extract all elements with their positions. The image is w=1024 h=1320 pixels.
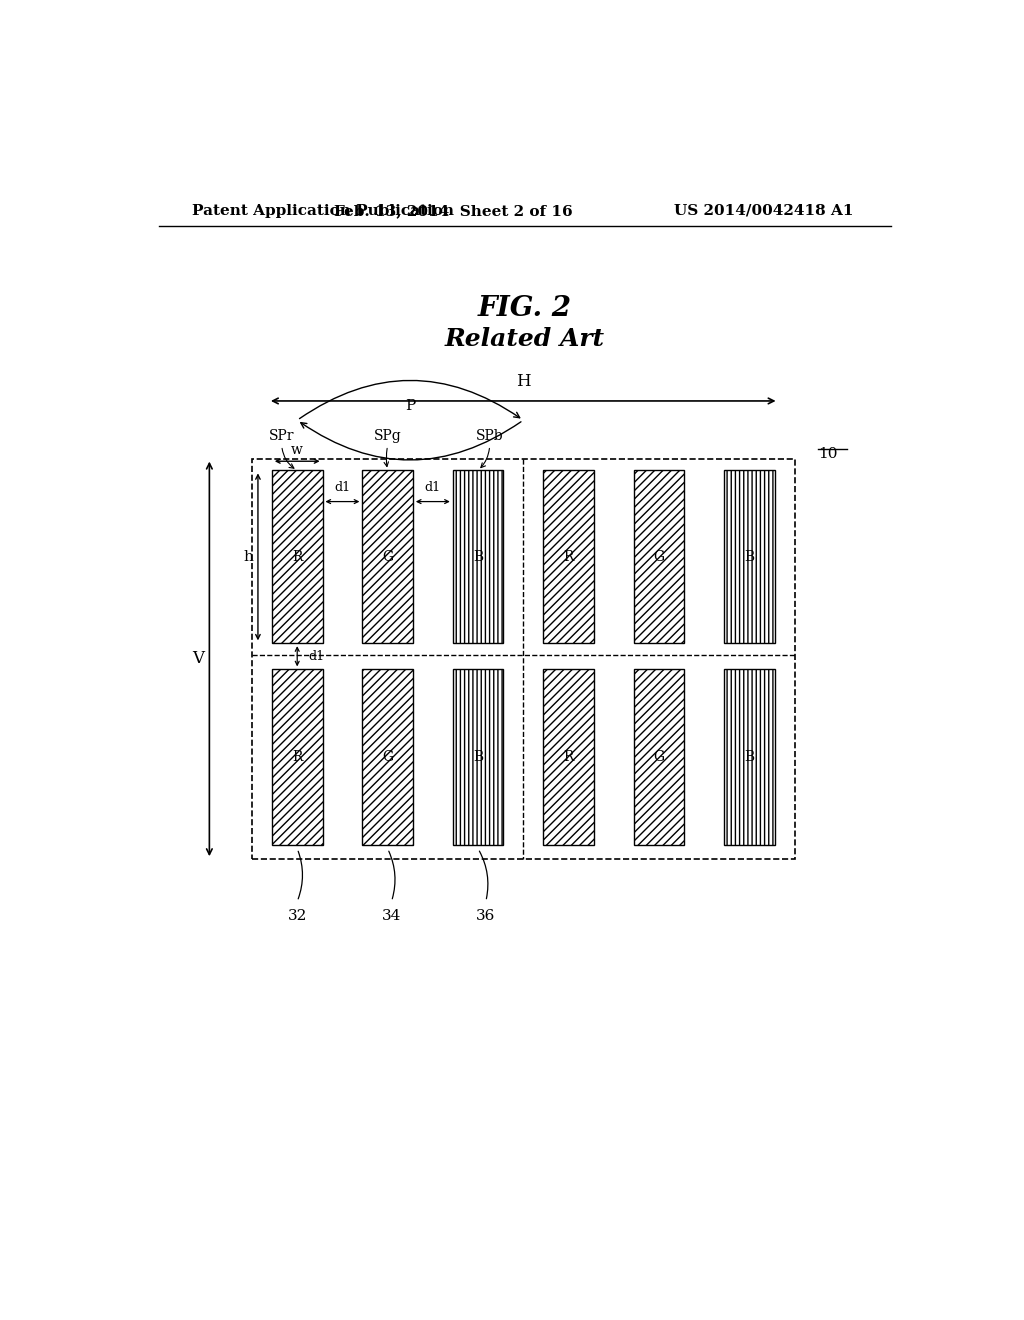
Text: V: V	[191, 651, 204, 668]
Text: FIG. 2: FIG. 2	[478, 296, 571, 322]
Text: H: H	[516, 374, 530, 391]
Bar	[634, 669, 684, 845]
Text: SPb: SPb	[476, 429, 504, 444]
Text: d1: d1	[335, 480, 350, 494]
Text: B: B	[744, 550, 755, 564]
Text: US 2014/0042418 A1: US 2014/0042418 A1	[674, 203, 853, 218]
Text: w: w	[291, 444, 303, 458]
Text: 32: 32	[288, 909, 307, 923]
Text: 10: 10	[818, 447, 838, 461]
Text: G: G	[653, 750, 665, 764]
Text: R: R	[563, 550, 573, 564]
Bar	[724, 470, 774, 643]
Text: Patent Application Publication: Patent Application Publication	[191, 203, 454, 218]
Text: d1: d1	[308, 649, 325, 663]
Bar	[272, 669, 323, 845]
Bar	[252, 459, 795, 859]
Text: Feb. 13, 2014  Sheet 2 of 16: Feb. 13, 2014 Sheet 2 of 16	[334, 203, 572, 218]
Text: B: B	[473, 550, 483, 564]
Text: G: G	[382, 550, 393, 564]
Bar	[724, 669, 774, 845]
Text: R: R	[563, 750, 573, 764]
Text: d1: d1	[425, 480, 441, 494]
Text: R: R	[292, 550, 302, 564]
Text: B: B	[473, 750, 483, 764]
Bar	[543, 470, 594, 643]
Text: Related Art: Related Art	[444, 327, 605, 351]
Bar	[543, 669, 594, 845]
Bar	[453, 669, 504, 845]
Text: h: h	[244, 550, 254, 564]
Bar	[634, 470, 684, 643]
Bar	[362, 470, 413, 643]
Bar	[362, 669, 413, 845]
Bar	[453, 470, 504, 643]
Text: R: R	[292, 750, 302, 764]
Text: P: P	[406, 399, 416, 412]
Text: 34: 34	[382, 909, 401, 923]
Bar	[272, 470, 323, 643]
Text: SPg: SPg	[374, 429, 401, 444]
Text: 36: 36	[476, 909, 496, 923]
Text: SPr: SPr	[269, 429, 295, 444]
Text: G: G	[382, 750, 393, 764]
Text: G: G	[653, 550, 665, 564]
Text: B: B	[744, 750, 755, 764]
